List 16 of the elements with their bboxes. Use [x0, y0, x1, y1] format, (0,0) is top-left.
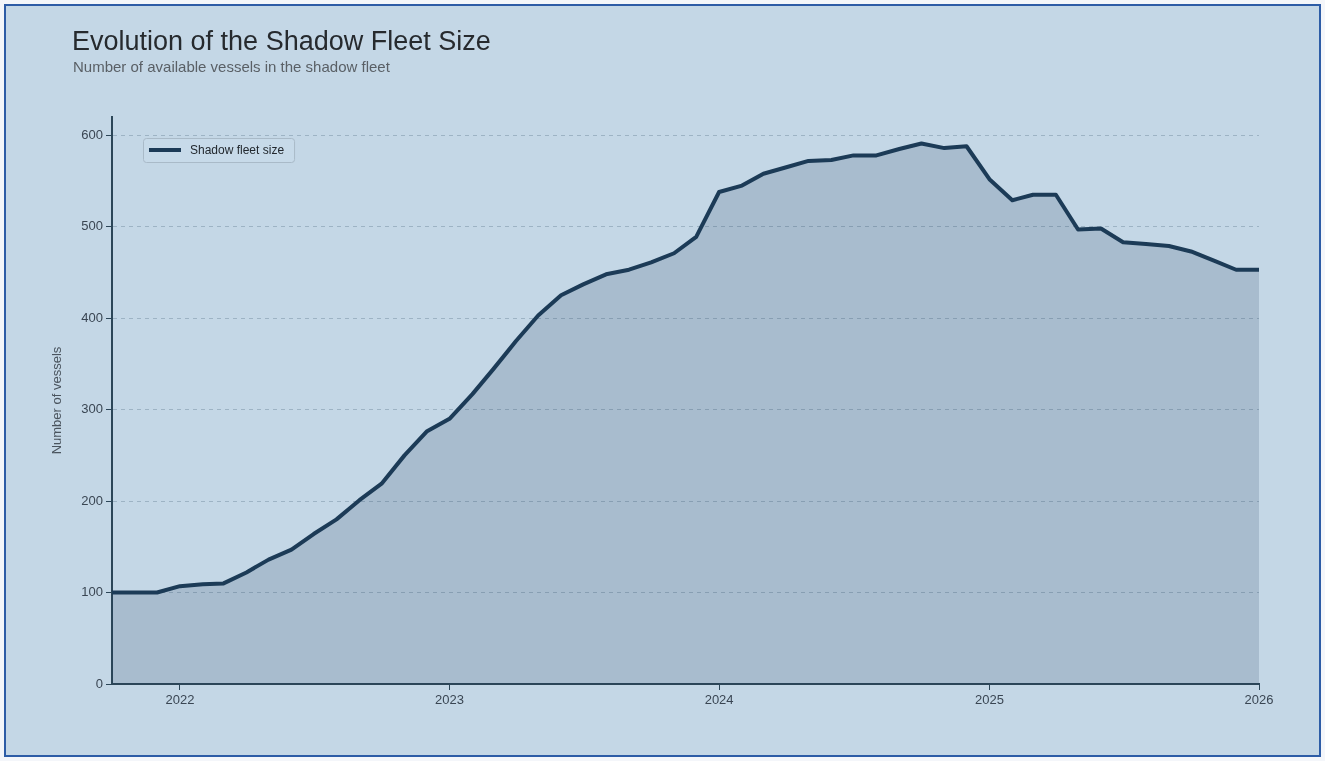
- x-tick-label: 2023: [435, 692, 464, 708]
- x-tick-label: 2025: [974, 692, 1004, 708]
- x-tick-label: 2026: [1244, 692, 1274, 708]
- y-tick-label: 200: [81, 492, 103, 508]
- x-tick-label: 2022: [165, 692, 195, 708]
- legend-label: Shadow fleet size: [190, 143, 285, 158]
- chart-subtitle: Number of available vessels in the shadow fleet: [73, 58, 390, 76]
- y-tick-label: 300: [81, 401, 103, 417]
- y-tick-label: 600: [81, 126, 103, 142]
- chart-title: Evolution of the Shadow Fleet Size: [72, 25, 491, 57]
- x-tick-label: 2024: [704, 692, 734, 708]
- y-axis-title: Number of vessels: [49, 346, 65, 455]
- y-tick-label: 400: [81, 309, 103, 325]
- y-tick-label: 0: [95, 675, 103, 691]
- y-tick-label: 500: [81, 218, 103, 234]
- y-tick-label: 100: [81, 584, 103, 600]
